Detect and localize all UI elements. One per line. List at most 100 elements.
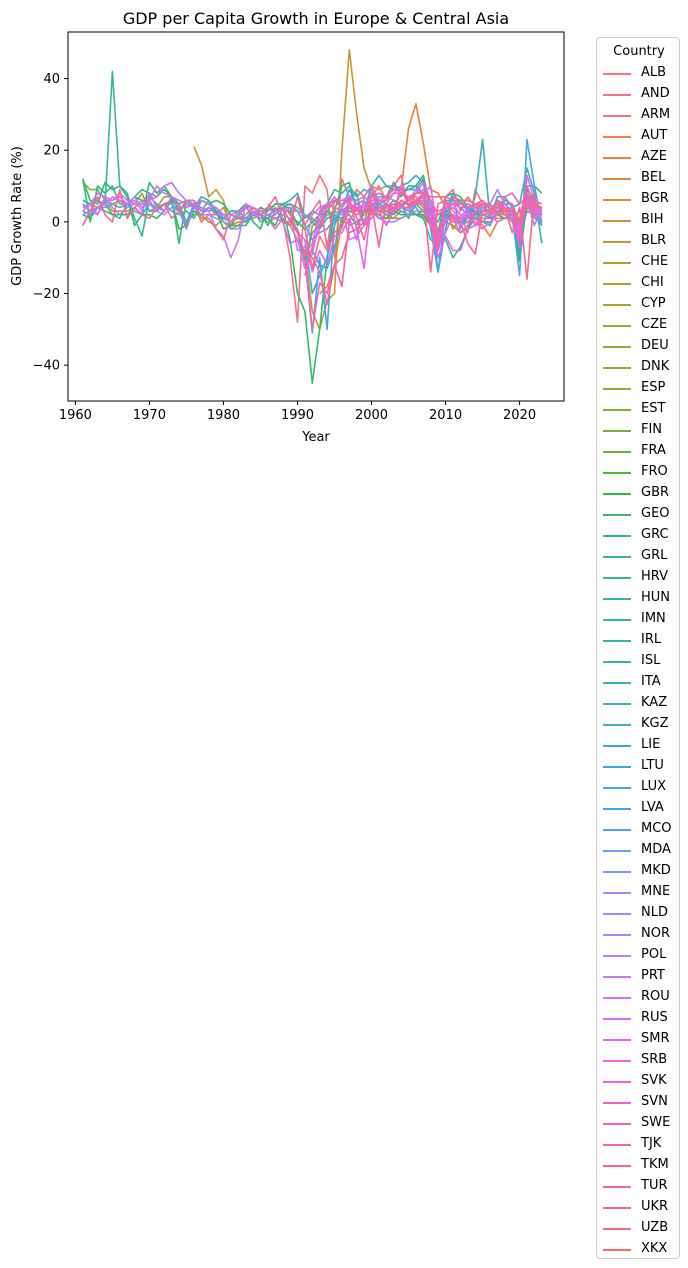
plot-frame [67, 31, 565, 402]
legend-item-and: AND [597, 84, 681, 105]
legend-item-chi: CHI [597, 273, 681, 294]
legend-swatch [603, 283, 631, 285]
x-tick-label: 2020 [503, 408, 536, 423]
legend-label: KGZ [641, 716, 669, 731]
legend-label: MNE [641, 884, 671, 899]
legend-item-smr: SMR [597, 1029, 681, 1050]
legend-item-ukr: UKR [597, 1197, 681, 1218]
legend-swatch [603, 304, 631, 306]
legend-swatch [603, 934, 631, 936]
legend-label: RUS [641, 1010, 668, 1025]
y-tick-label: 20 [43, 144, 60, 159]
y-axis-label: GDP Growth Rate (%) [10, 146, 25, 286]
legend-label: IMN [641, 611, 666, 626]
legend-swatch [603, 73, 631, 75]
legend-item-cze: CZE [597, 315, 681, 336]
legend-label: UKR [641, 1199, 669, 1214]
legend-swatch [603, 94, 631, 96]
series-line-pol [82, 181, 543, 259]
legend-label: CHI [641, 275, 664, 290]
legend-item-hun: HUN [597, 588, 681, 609]
legend-item-tkm: TKM [597, 1155, 681, 1176]
legend-label: FRO [641, 464, 668, 479]
y-tick-label: −20 [33, 287, 60, 302]
legend-label: TUR [641, 1178, 668, 1193]
legend-swatch [603, 136, 631, 138]
legend-item-bgr: BGR [597, 189, 681, 210]
legend-swatch [603, 577, 631, 579]
legend-swatch [603, 808, 631, 810]
legend-label: ROU [641, 989, 670, 1004]
legend-label: FRA [641, 443, 666, 458]
chart-title: GDP per Capita Growth in Europe & Centra… [123, 9, 509, 28]
legend-swatch [603, 976, 631, 978]
legend-swatch [603, 850, 631, 852]
legend-item-arm: ARM [597, 105, 681, 126]
legend-item-mda: MDA [597, 840, 681, 861]
legend-swatch [603, 367, 631, 369]
legend-item-swe: SWE [597, 1113, 681, 1134]
legend-swatch [603, 1060, 631, 1062]
legend-swatch [603, 640, 631, 642]
legend-swatch [603, 325, 631, 327]
legend-swatch [603, 787, 631, 789]
legend-swatch [603, 913, 631, 915]
x-tick-label: 2010 [429, 408, 462, 423]
legend-swatch [603, 1018, 631, 1020]
legend-item-aut: AUT [597, 126, 681, 147]
legend-item-svn: SVN [597, 1092, 681, 1113]
legend-swatch [603, 1081, 631, 1083]
legend-label: BEL [641, 170, 666, 185]
legend-item-geo: GEO [597, 504, 681, 525]
legend-label: LVA [641, 800, 664, 815]
legend-item-lva: LVA [597, 798, 681, 819]
legend-item-mco: MCO [597, 819, 681, 840]
legend-swatch [603, 430, 631, 432]
legend-item-bel: BEL [597, 168, 681, 189]
legend-swatch [603, 556, 631, 558]
legend-item-uzb: UZB [597, 1218, 681, 1239]
legend-item-prt: PRT [597, 966, 681, 987]
legend-item-lux: LUX [597, 777, 681, 798]
series-line-hun [82, 70, 543, 263]
legend-label: FIN [641, 422, 663, 437]
legend-item-alb: ALB [597, 63, 681, 84]
legend-label: ITA [641, 674, 661, 689]
legend-label: SRB [641, 1052, 668, 1067]
legend-swatch [603, 1207, 631, 1209]
legend-item-fro: FRO [597, 462, 681, 483]
x-axis-label: Year [301, 430, 330, 445]
legend-item-rus: RUS [597, 1008, 681, 1029]
legend-label: GBR [641, 485, 670, 500]
legend-item-imn: IMN [597, 609, 681, 630]
legend-item-isl: ISL [597, 651, 681, 672]
x-axis-ticks: 1960 1970 1980 1990 2000 2010 2020 [59, 401, 536, 423]
legend-label: DEU [641, 338, 669, 353]
legend-item-deu: DEU [597, 336, 681, 357]
legend-label: AUT [641, 128, 668, 143]
legend-swatch [603, 535, 631, 537]
legend-item-blr: BLR [597, 231, 681, 252]
legend-label: BGR [641, 191, 669, 206]
legend-swatch [603, 199, 631, 201]
legend-item-mne: MNE [597, 882, 681, 903]
legend-label: CYP [641, 296, 666, 311]
series-line-srb [341, 185, 543, 270]
legend-item-svk: SVK [597, 1071, 681, 1092]
legend-label: GEO [641, 506, 670, 521]
legend-swatch [603, 682, 631, 684]
legend-item-ita: ITA [597, 672, 681, 693]
legend-swatch [603, 1228, 631, 1230]
legend-item-tur: TUR [597, 1176, 681, 1197]
legend-item-gbr: GBR [597, 483, 681, 504]
legend-item-che: CHE [597, 252, 681, 273]
legend-swatch [603, 724, 631, 726]
legend-label: POL [641, 947, 667, 962]
legend-item-kgz: KGZ [597, 714, 681, 735]
legend-swatch [603, 388, 631, 390]
legend-swatch [603, 955, 631, 957]
legend-label: LUX [641, 779, 667, 794]
legend-item-ltu: LTU [597, 756, 681, 777]
legend-swatch [603, 1102, 631, 1104]
